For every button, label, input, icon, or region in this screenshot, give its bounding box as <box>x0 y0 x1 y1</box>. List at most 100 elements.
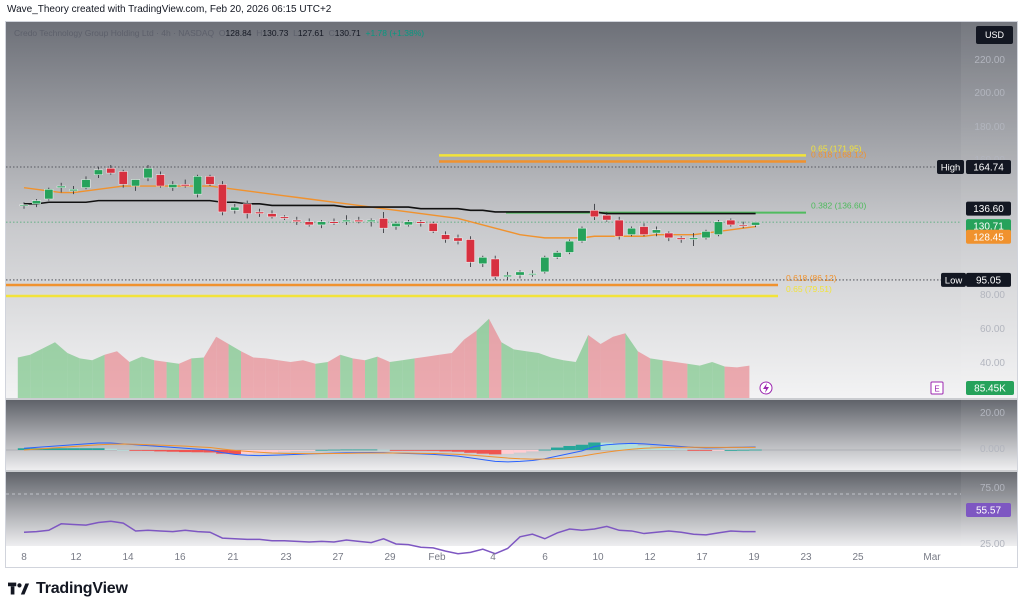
volume-value-tag-bg <box>966 381 1014 395</box>
rsi-value-tag: 55.57 <box>976 506 1001 517</box>
time-axis-tick: 14 <box>122 552 134 563</box>
macd-histogram-bar <box>365 449 378 451</box>
candle-body <box>379 218 389 229</box>
candle-body <box>69 189 79 192</box>
macd-histogram-bar <box>389 450 403 451</box>
macd-histogram-bar <box>55 448 68 450</box>
ema-long-price-tag-bg <box>966 201 1011 216</box>
macd-histogram-bar <box>675 449 688 451</box>
price-axis-tick: 60.00 <box>980 324 1005 335</box>
volume-area-segment <box>662 360 675 398</box>
volume-area-segment <box>650 358 663 398</box>
time-axis-tick: 6 <box>542 552 548 563</box>
volume-area-segment <box>352 358 365 398</box>
fib-level-label: 0.382 (136.60) <box>811 201 866 211</box>
macd-histogram-bar <box>613 443 626 450</box>
candle-body <box>416 221 426 224</box>
volume-area-segment <box>79 358 93 398</box>
macd-signal-line <box>23 443 756 460</box>
candle-body <box>304 221 314 226</box>
macd-pane-bg <box>6 400 1017 470</box>
macd-histogram-bar <box>17 448 31 450</box>
volume-area-segment <box>439 353 452 398</box>
volume-area-segment <box>203 336 217 398</box>
rsi-pane-bg <box>6 472 1017 546</box>
candle-body <box>577 227 587 242</box>
volume-area-segment <box>92 354 105 398</box>
candle-body <box>651 229 661 234</box>
macd-axis-tick: 20.00 <box>980 408 1005 419</box>
macd-histogram-bar <box>327 449 341 451</box>
fib-level-label: 0.65 (79.51) <box>786 284 832 294</box>
symbol-name[interactable]: Credo Technology Group Holding Ltd · 4h … <box>14 28 215 38</box>
candle-body <box>639 226 649 235</box>
macd-histogram-bar <box>92 448 105 450</box>
volume-area-segment <box>600 336 613 398</box>
volume-area-segment <box>625 333 638 398</box>
high-price-tag: 164.74 <box>973 163 1004 174</box>
macd-histogram-bar <box>340 449 353 451</box>
macd-histogram-bar <box>687 450 700 451</box>
price-axis-tick: 40.00 <box>980 358 1005 369</box>
candle-body <box>56 185 66 188</box>
candle-body <box>317 221 327 226</box>
macd-histogram-bar <box>104 448 117 450</box>
volume-area-segment <box>154 360 167 398</box>
macd-histogram-bar <box>117 449 130 451</box>
macd-histogram-bar <box>737 449 750 451</box>
volume-area-segment <box>327 354 341 398</box>
rsi-axis-tick: 25.00 <box>980 539 1005 550</box>
volume-area-segment <box>377 356 390 398</box>
volume-area-segment <box>538 353 551 398</box>
time-axis-tick: 17 <box>696 552 708 563</box>
volume-area-segment <box>526 351 539 398</box>
volume-area-segment <box>228 344 241 398</box>
volume-area-segment <box>55 342 68 398</box>
candle-body <box>230 206 240 211</box>
candle-body <box>242 203 252 214</box>
high-label: High <box>941 163 961 174</box>
volume-area-segment <box>166 362 179 398</box>
low-label-bg <box>941 272 966 287</box>
ema-long-line <box>24 199 756 215</box>
macd-histogram-bar <box>538 449 551 451</box>
time-axis-tick: 23 <box>800 552 812 563</box>
candle-body <box>255 211 265 214</box>
candle-body <box>515 271 525 276</box>
time-axis-tick: 12 <box>70 552 82 563</box>
candle-body <box>465 239 475 263</box>
high-label-bg <box>937 160 964 175</box>
candle-body <box>391 223 401 227</box>
volume-area-segment <box>129 356 142 398</box>
volume-area-segment <box>191 357 204 398</box>
candle-body <box>131 179 141 187</box>
volume-area-segment <box>253 357 266 398</box>
change-value: +1.78 (+1.38%) <box>365 28 425 38</box>
chart-canvas[interactable]: 0.65 (171.95)0.618 (168.12) 0.382 (136.60… <box>6 22 1017 567</box>
volume-area-segment <box>575 335 589 398</box>
low-price-tag-bg <box>966 272 1011 287</box>
macd-histogram-bar <box>476 450 489 454</box>
volume-area-segment <box>216 336 229 398</box>
candle-body <box>143 167 153 179</box>
macd-histogram-bar <box>749 449 762 451</box>
brand-name: TradingView <box>36 580 128 597</box>
candle-body <box>664 232 674 239</box>
candle-body <box>751 221 761 226</box>
macd-histogram-bar <box>228 450 241 455</box>
candle-body <box>490 258 500 278</box>
tradingview-logo[interactable]: TradingView <box>8 578 128 600</box>
currency-button[interactable]: USD <box>975 26 1013 44</box>
macd-histogram-bar <box>141 450 155 451</box>
macd-axis-tick: 0.000 <box>980 444 1005 455</box>
macd-histogram-bar <box>42 448 55 450</box>
high-price-tag-bg <box>966 160 1011 175</box>
time-axis-tick: Mar <box>923 552 941 563</box>
macd-histogram-bar <box>241 450 254 454</box>
candle-body <box>329 221 339 224</box>
macd-histogram-bar <box>427 450 440 451</box>
candle-body <box>341 219 351 222</box>
ema-short-price-tag: 128.45 <box>973 232 1004 243</box>
volume-area-segment <box>290 360 303 398</box>
time-axis-tick: 27 <box>332 552 344 563</box>
